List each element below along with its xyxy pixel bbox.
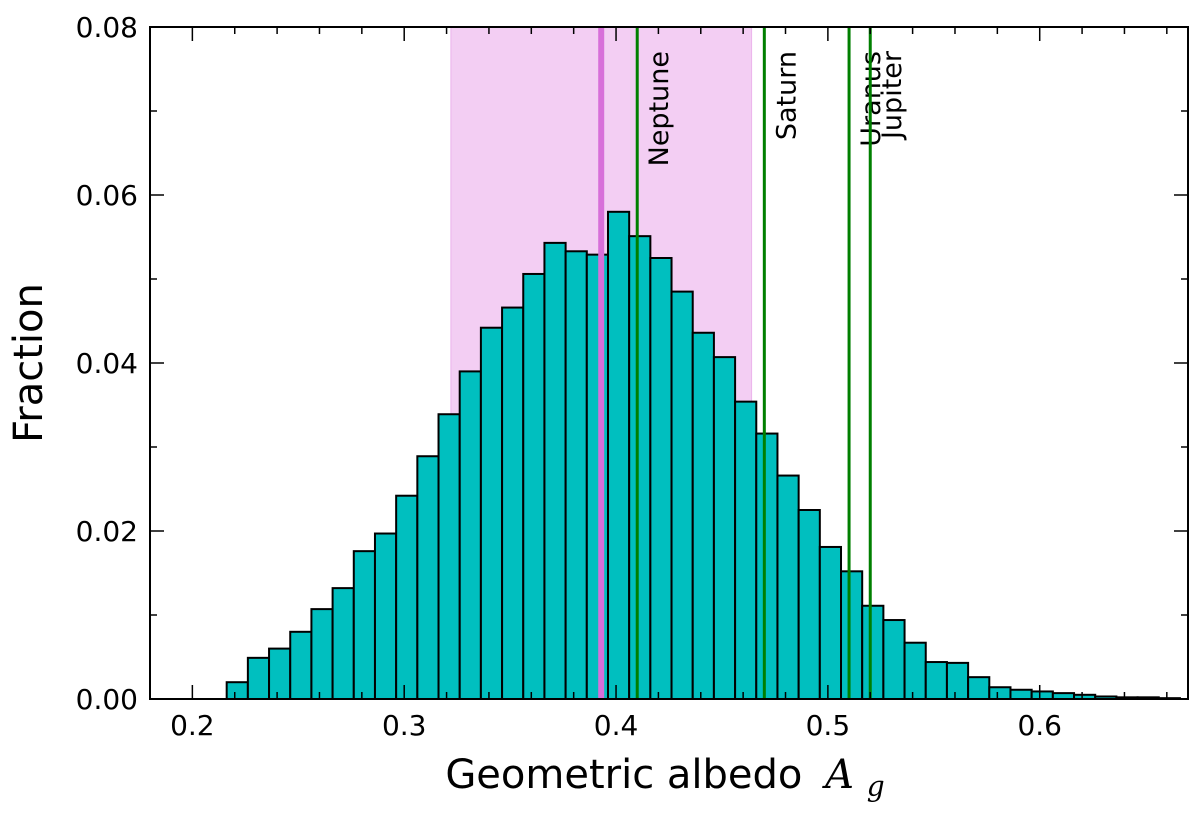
histogram-bar (479, 326, 504, 700)
x-axis-title-text: Geometric albedo (445, 752, 802, 798)
histogram-bar (945, 661, 970, 701)
histogram-bar (416, 455, 440, 700)
planet-reference-lines: NeptuneSaturnUranusJupiter (635, 27, 908, 699)
histogram-bar (882, 619, 906, 700)
histogram-bar (373, 532, 398, 701)
histogram-bar (310, 608, 334, 700)
x-tick-label: 0.4 (594, 709, 639, 742)
y-tick-label: 0.04 (76, 347, 138, 380)
reference-label-neptune: Neptune (644, 51, 675, 166)
histogram-bar (649, 257, 673, 700)
histogram-bar (522, 272, 546, 700)
histogram-bar (712, 356, 737, 700)
histogram-bar (776, 474, 800, 700)
histogram-bar (225, 681, 249, 701)
histogram-bar (861, 604, 885, 701)
axis-ticks (149, 26, 1188, 700)
x-axis-title: Geometric albedo A g (445, 752, 884, 803)
histogram-bar (395, 494, 419, 700)
histogram-bar (458, 370, 482, 700)
x-tick-label: 0.5 (806, 709, 851, 742)
plot-frame (149, 26, 1189, 700)
histogram-bar (352, 550, 376, 700)
y-tick-label: 0.00 (76, 683, 138, 716)
histogram-bar (501, 306, 525, 700)
histogram-bar (840, 570, 864, 701)
x-tick-label: 0.2 (170, 709, 215, 742)
histogram-bar (606, 210, 631, 701)
x-axis-title-subscript: g (867, 770, 885, 803)
histogram-bar (564, 250, 588, 700)
histogram-bar (924, 661, 948, 700)
histogram-bar (734, 400, 758, 700)
x-tick-label: 0.6 (1017, 709, 1062, 742)
histogram-bars (225, 210, 1181, 701)
histogram-bar (797, 509, 821, 700)
histogram-bar (988, 686, 1012, 700)
histogram-bar (903, 641, 927, 700)
histogram-bar (628, 235, 652, 700)
histogram-bar (670, 290, 694, 700)
histogram-bar (691, 331, 715, 700)
y-tick-label: 0.06 (76, 179, 138, 212)
histogram-bar (585, 253, 609, 700)
histogram-bar (1030, 690, 1054, 701)
histogram-bar (755, 432, 779, 700)
histogram-bar (967, 676, 991, 700)
y-tick-label: 0.08 (76, 11, 138, 44)
histogram-bar (437, 413, 461, 700)
histogram-bar (331, 587, 355, 700)
histogram-bar (1009, 688, 1033, 701)
histogram-bar (246, 656, 271, 701)
y-tick-label: 0.02 (76, 515, 138, 548)
histogram-bar (289, 630, 313, 700)
tick-labels: 0.2 0.3 0.4 0.5 0.6 0.00 0.02 0.04 0.06 0.08 (76, 11, 1062, 742)
x-tick-label: 0.3 (382, 709, 427, 742)
histogram-bar (543, 241, 567, 700)
reference-label-jupiter: Jupiter (877, 50, 908, 141)
reference-label-saturn: Saturn (771, 51, 802, 140)
histogram-bar (268, 647, 292, 700)
histogram-bar (818, 545, 843, 701)
x-axis-title-symbol: A (821, 752, 854, 798)
y-axis-title: Fraction (6, 283, 52, 443)
